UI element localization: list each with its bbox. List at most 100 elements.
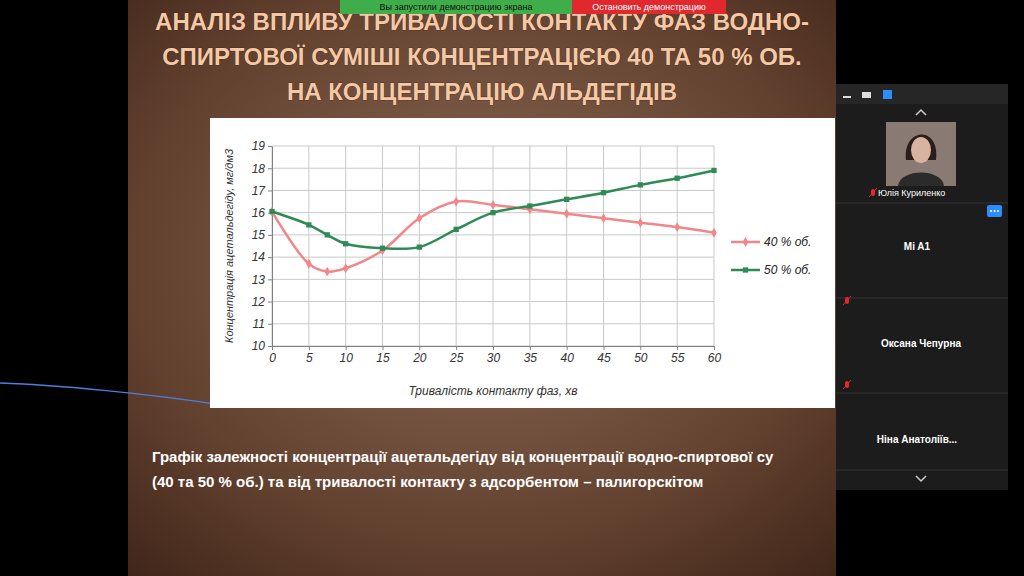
x-tick: 5 (306, 346, 313, 365)
grid (272, 146, 714, 346)
x-tick-mark (309, 346, 310, 350)
y-tick-mark (268, 146, 272, 147)
caption: Графік залежності концентрації ацетальде… (152, 448, 774, 490)
y-axis: 10111213141516171819 (252, 139, 273, 353)
page: АНАЛІЗ ВПЛИВУ ТРИВАЛОСТІ КОНТАКТУ ФАЗ ВО… (0, 0, 1024, 576)
series-marker (564, 197, 569, 202)
y-tick-mark (268, 190, 272, 191)
participants-panel: Юлія КуриленкоMi A1Оксана ЧепурнаНіна Ан… (836, 84, 1008, 490)
x-tick: 60 (708, 346, 722, 365)
x-tick-mark (567, 346, 568, 350)
legend-item: 50 % об. (731, 263, 811, 277)
y-tick-label: 16 (252, 206, 266, 220)
grid-line-x (566, 146, 567, 346)
scroll-up[interactable] (916, 110, 926, 115)
x-axis-title: Тривалість контакту фаз, хв (408, 384, 577, 398)
series-marker (638, 182, 643, 187)
muted-mic-slash (869, 188, 877, 197)
series-marker (674, 222, 680, 232)
legend-label: 40 % об. (764, 235, 811, 249)
series-marker (306, 259, 312, 269)
grid-line-x (272, 146, 273, 346)
background (0, 0, 1024, 576)
y-tick-mark (268, 257, 272, 258)
stop-button-label[interactable]: Остановить демонстрацию (592, 2, 706, 12)
grid-line-x (714, 146, 715, 346)
more-dot[interactable] (997, 210, 999, 212)
more-dot[interactable] (994, 210, 996, 212)
legend: 40 % об. 50 % об. (731, 235, 811, 277)
caption-line: Графік залежності концентрації ацетальде… (152, 448, 774, 465)
banner-bg (340, 0, 572, 14)
x-tick-label: 55 (671, 351, 685, 365)
stop-button[interactable] (572, 0, 726, 14)
legend-marker (743, 237, 749, 247)
caption-line: (40 та 50 % об.) та від тривалості конта… (152, 473, 703, 490)
series-marker (564, 209, 570, 219)
x-tick-label: 30 (487, 351, 501, 365)
layout-icon[interactable] (883, 90, 892, 99)
y-tick-mark (268, 168, 272, 169)
title-line: СПИРТОВОЇ СУМІШІ КОНЦЕНТРАЦІЄЮ 40 ТА 50 … (162, 43, 802, 70)
y-tick-mark (268, 346, 272, 347)
y-tick-label: 15 (252, 228, 266, 242)
x-tick: 40 (560, 346, 574, 365)
y-tick: 18 (252, 162, 272, 176)
scroll-down[interactable] (916, 476, 926, 481)
series-marker (269, 207, 275, 217)
x-tick-mark (530, 346, 531, 350)
x-tick-mark (272, 346, 273, 350)
tile-separator (836, 470, 1008, 471)
x-tick: 50 (634, 346, 648, 365)
slide-background (128, 0, 836, 576)
series-marker (675, 176, 680, 181)
series-marker (711, 168, 716, 173)
plot (269, 168, 717, 277)
legend-marker (743, 267, 748, 272)
participant-name: Юлія Куриленко (878, 188, 945, 198)
y-tick: 13 (252, 273, 272, 287)
series-marker (269, 209, 274, 214)
y-tick-mark (268, 235, 272, 236)
series-marker (417, 244, 422, 249)
series-marker (527, 203, 532, 208)
slide-title: АНАЛІЗ ВПЛИВУ ТРИВАЛОСТІ КОНТАКТУ ФАЗ ВО… (155, 8, 809, 105)
series-marker (490, 210, 495, 215)
series-marker (711, 228, 717, 238)
y-tick-mark (268, 279, 272, 280)
y-tick: 15 (252, 228, 272, 242)
series-marker (453, 197, 459, 207)
legend-label: 50 % об. (764, 263, 811, 277)
tile-separator (836, 298, 1008, 299)
x-tick-label: 25 (449, 351, 464, 365)
x-tick: 35 (524, 346, 538, 365)
series-marker (601, 213, 607, 223)
muted-mic-slash (843, 296, 851, 305)
y-tick: 19 (252, 139, 272, 153)
x-tick-label: 45 (597, 351, 611, 365)
y-axis-title: Концентрація ацетальдегіду, мг/дм3 (223, 148, 235, 343)
y-axis-line (272, 147, 273, 347)
view-icon[interactable] (862, 92, 871, 98)
minimize-icon[interactable] (843, 96, 851, 98)
grid-line-x (603, 146, 604, 346)
x-tick-mark (604, 346, 605, 350)
screen: АНАЛІЗ ВПЛИВУ ТРИВАЛОСТІ КОНТАКТУ ФАЗ ВО… (0, 0, 1024, 576)
x-tick-label: 50 (634, 351, 648, 365)
x-tick-mark (346, 346, 347, 350)
x-tick-label: 20 (412, 351, 427, 365)
video-body (898, 173, 944, 187)
x-tick: 30 (487, 346, 501, 365)
tile-separator (836, 393, 1008, 394)
more-dot[interactable] (990, 210, 992, 212)
x-tick-mark (419, 346, 420, 350)
x-tick: 0 (269, 346, 276, 365)
series-marker (637, 218, 643, 228)
series-marker (325, 232, 330, 237)
more-button[interactable] (987, 205, 1002, 217)
panel-header (836, 84, 1008, 104)
video-frame (886, 122, 956, 186)
y-tick: 12 (252, 295, 272, 309)
x-tick: 15 (376, 346, 390, 365)
x-tick: 55 (671, 346, 685, 365)
